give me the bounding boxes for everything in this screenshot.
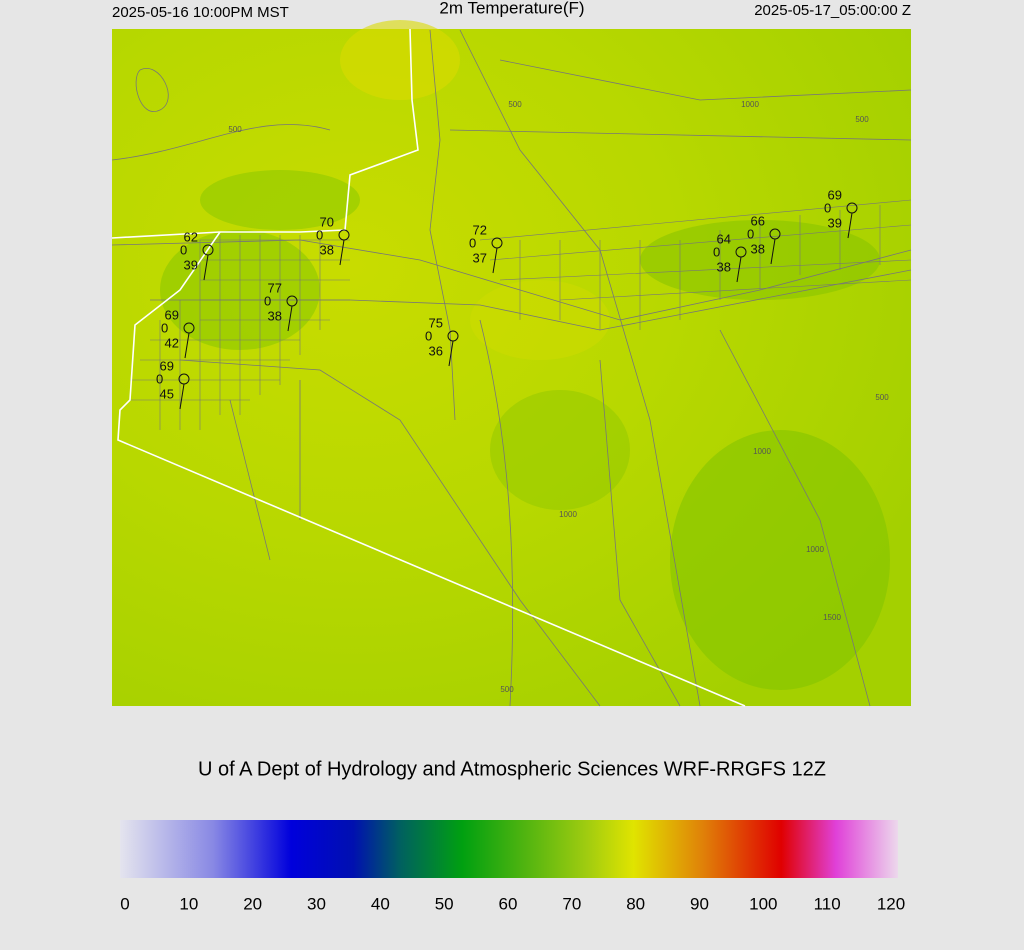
station-temperature: 70 xyxy=(320,214,334,229)
contour-label: 1000 xyxy=(806,545,824,554)
contour-label: 500 xyxy=(228,125,242,134)
station-wind: 0 xyxy=(316,227,323,242)
station-wind: 0 xyxy=(425,328,432,343)
colorbar-tick-label: 30 xyxy=(307,894,326,913)
station-temperature: 69 xyxy=(828,187,842,202)
station-dewpoint: 42 xyxy=(165,335,179,350)
station-wind: 0 xyxy=(156,371,163,386)
contour-label: 1000 xyxy=(559,510,577,519)
border xyxy=(117,231,746,707)
station-wind: 0 xyxy=(264,293,271,308)
station-dewpoint: 38 xyxy=(320,242,334,257)
wind-barb xyxy=(448,340,454,367)
colorbar xyxy=(120,820,898,878)
colorbar-tick-label: 110 xyxy=(814,894,841,913)
station-wind: 0 xyxy=(469,235,476,250)
shade xyxy=(670,430,890,690)
border xyxy=(111,28,419,239)
station-dewpoint: 36 xyxy=(429,343,443,358)
station-dewpoint: 39 xyxy=(828,215,842,230)
colorbar-tick-label: 20 xyxy=(243,894,262,913)
colorbar-tick-label: 70 xyxy=(562,894,581,913)
colorbar-tick-label: 100 xyxy=(749,894,777,913)
station-temperature: 69 xyxy=(160,358,174,373)
wind-barb xyxy=(339,239,345,266)
colorbar-tick-label: 120 xyxy=(877,894,905,913)
header-left: 2025-05-16 10:00PM MST xyxy=(112,4,289,21)
shade xyxy=(490,390,630,510)
station-dewpoint: 38 xyxy=(268,308,282,323)
title: 2m Temperature(F) xyxy=(439,0,584,17)
header-right: 2025-05-17_05:00:00 Z xyxy=(754,2,911,19)
colorbar-tick-label: 90 xyxy=(690,894,709,913)
wind-barb xyxy=(184,332,190,359)
station-temperature: 77 xyxy=(268,280,282,295)
station-temperature: 62 xyxy=(184,229,198,244)
station-wind: 0 xyxy=(824,200,831,215)
contour-label: 1000 xyxy=(741,100,759,109)
contour-label: 500 xyxy=(500,685,514,694)
colorbar-tick-label: 10 xyxy=(179,894,198,913)
wind-barb xyxy=(203,254,209,281)
wind-barb xyxy=(492,247,498,274)
station-wind: 0 xyxy=(713,244,720,259)
station-dewpoint: 37 xyxy=(473,250,487,265)
station-temperature: 66 xyxy=(751,213,765,228)
station-dewpoint: 39 xyxy=(184,257,198,272)
station-temperature: 75 xyxy=(429,315,443,330)
contour-label: 500 xyxy=(855,115,869,124)
shade xyxy=(200,170,360,230)
wind-barb xyxy=(736,256,742,283)
station-wind: 0 xyxy=(180,242,187,257)
station-wind: 0 xyxy=(161,320,168,335)
shade xyxy=(470,280,610,360)
colorbar-tick-label: 0 xyxy=(120,894,129,913)
colorbar-tick-label: 40 xyxy=(371,894,390,913)
contour-label: 500 xyxy=(875,393,889,402)
station-wind: 0 xyxy=(747,226,754,241)
shade xyxy=(340,20,460,100)
station-temperature: 72 xyxy=(473,222,487,237)
city-grid xyxy=(130,199,912,430)
wind-barb xyxy=(287,305,293,332)
station-dewpoint: 38 xyxy=(717,259,731,274)
contour-label: 500 xyxy=(508,100,522,109)
contour-label: 1000 xyxy=(753,447,771,456)
wind-barb xyxy=(847,212,853,239)
credit: U of A Dept of Hydrology and Atmospheric… xyxy=(198,758,826,780)
station-temperature: 69 xyxy=(165,307,179,322)
colorbar-tick-label: 60 xyxy=(499,894,518,913)
wind-barb xyxy=(770,238,776,265)
wind-barb xyxy=(179,383,185,410)
contour-label: 1500 xyxy=(823,613,841,622)
map xyxy=(111,20,912,707)
colorbar-tick-label: 80 xyxy=(626,894,645,913)
station-dewpoint: 38 xyxy=(751,241,765,256)
station-dewpoint: 45 xyxy=(160,386,174,401)
colorbar-tick-label: 50 xyxy=(435,894,454,913)
station-temperature: 64 xyxy=(717,231,731,246)
